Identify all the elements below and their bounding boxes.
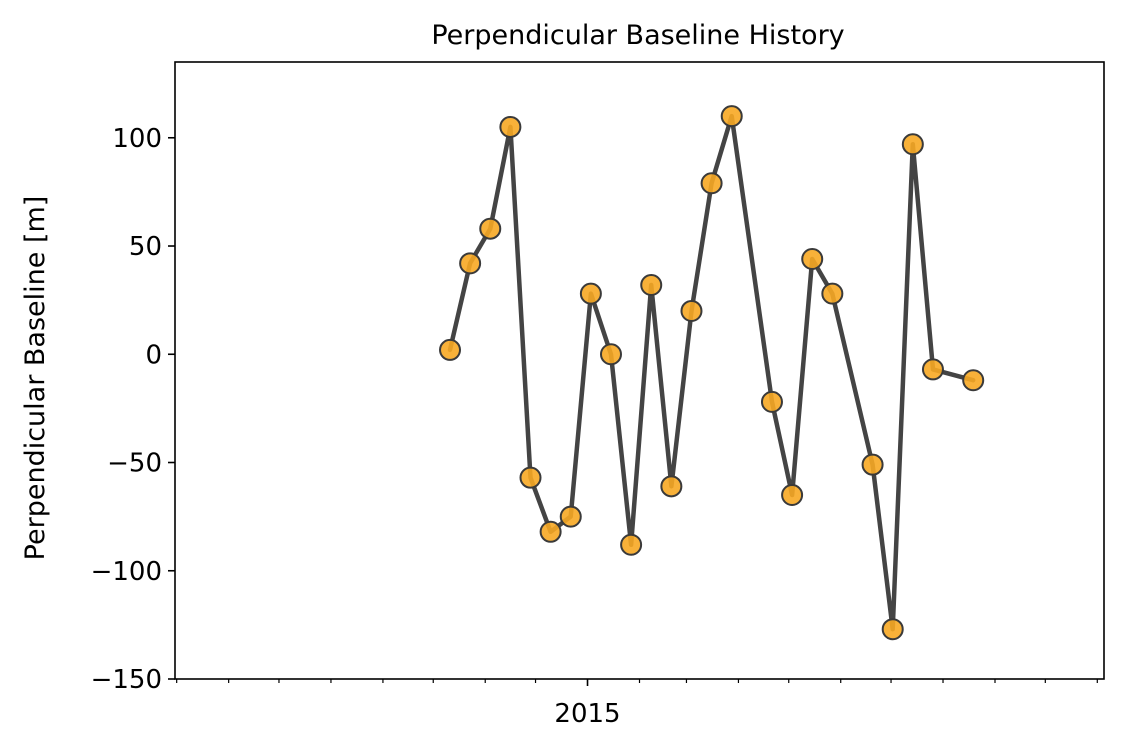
data-point — [821, 282, 844, 305]
data-point — [599, 343, 622, 366]
data-point — [781, 483, 804, 506]
y-tick-label: −100 — [91, 557, 162, 587]
data-point — [881, 618, 904, 641]
data-point — [921, 358, 944, 381]
data-point — [559, 505, 582, 528]
data-point — [962, 369, 985, 392]
data-point — [901, 133, 924, 156]
data-point — [680, 299, 703, 322]
y-tick-label: 100 — [112, 124, 162, 154]
chart-title: Perpendicular Baseline History — [431, 20, 844, 51]
y-tick-label: 50 — [129, 232, 162, 262]
plot-frame — [174, 61, 1105, 680]
data-point — [439, 338, 462, 361]
data-point — [801, 248, 824, 271]
data-point — [620, 533, 643, 556]
data-point — [579, 282, 602, 305]
y-tick-label: 0 — [145, 340, 162, 370]
data-point — [700, 172, 723, 195]
data-point — [479, 217, 502, 240]
data-point — [640, 273, 663, 296]
data-point — [720, 105, 743, 128]
x-tick-label: 2015 — [554, 699, 620, 729]
data-point — [660, 475, 683, 498]
axes-layer: 100 50 0 −50 −100 −150 2015 — [91, 61, 1105, 729]
data-point — [760, 390, 783, 413]
y-axis-label: Perpendicular Baseline [m] — [20, 196, 51, 561]
data-point — [519, 466, 542, 489]
series-line — [447, 113, 976, 632]
y-tick-label: −50 — [107, 449, 162, 479]
data-point — [861, 453, 884, 476]
series-layer — [439, 105, 985, 641]
data-point — [459, 252, 482, 275]
data-point — [499, 115, 522, 138]
y-tick-label: −150 — [91, 665, 162, 695]
data-point — [539, 520, 562, 543]
